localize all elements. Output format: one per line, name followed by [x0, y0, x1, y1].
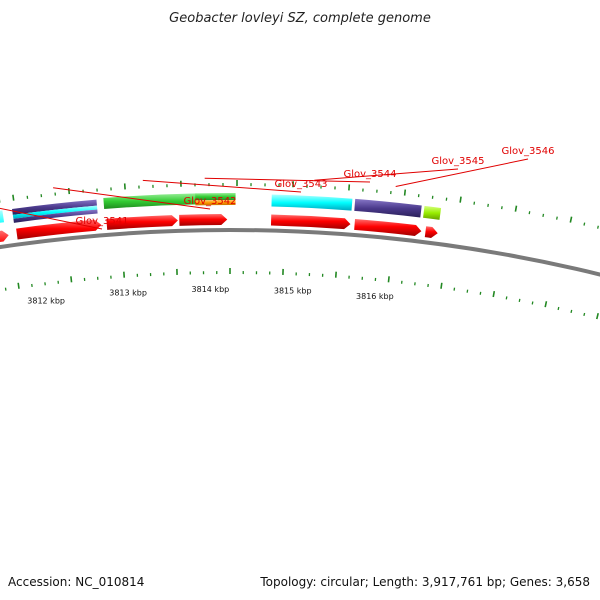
scale-tick: [70, 276, 73, 283]
scale-tick: [387, 276, 390, 283]
gene-label: Glov_3541: [75, 216, 128, 227]
kbp-scale-label: 3815 kbp: [274, 286, 312, 295]
scale-tick: [505, 296, 508, 300]
upper-tick: [597, 225, 599, 229]
scale-tick: [595, 313, 599, 320]
reverse-cds-band: [354, 198, 422, 218]
upper-tick: [67, 188, 71, 195]
upper-tick: [12, 194, 15, 201]
genome-backbone: [0, 228, 600, 277]
gene-labels: Glov_3541 Glov_3542 Glov_3543 Glov_3544 Glov…: [0, 146, 555, 230]
upper-tick: [556, 216, 558, 220]
gene-label: Glov_3542: [183, 196, 236, 207]
scale-tick: [583, 312, 586, 317]
gene-label: Glov_3546: [501, 146, 554, 157]
gene-label: Glov_3545: [431, 156, 484, 167]
gene-leader-line: [0, 207, 103, 230]
upper-tick: [514, 205, 518, 212]
reverse-cds-band: [195, 200, 236, 206]
upper-tick: [542, 213, 545, 217]
kbp-scale-label: 3812 kbp: [27, 296, 65, 305]
forward-cds-arrow: [270, 214, 351, 230]
upper-tick: [569, 216, 573, 223]
scale-tick: [544, 301, 548, 308]
upper-ticks: [0, 180, 599, 229]
scale-tick: [557, 306, 560, 311]
reverse-cds-band: [423, 205, 442, 220]
gene-label: Glov_3543: [274, 179, 327, 190]
upper-tick: [500, 206, 503, 210]
genome-summary-text: Topology: circular; Length: 3,917,761 bp…: [259, 575, 590, 589]
upper-tick: [583, 222, 586, 226]
forward-cds-arrow: [354, 218, 422, 236]
gene-leader-line: [142, 179, 302, 193]
upper-tick: [403, 189, 407, 196]
gene-label: Glov_3544: [343, 169, 396, 180]
reverse-cds-band: [12, 199, 97, 215]
gene-leader-line: [314, 168, 459, 181]
gene-leader-line: [53, 187, 211, 210]
kbp-scale-label: 3814 kbp: [192, 285, 230, 294]
scale-ticks: [4, 268, 599, 320]
scale-tick: [17, 282, 20, 289]
gene-leader-line: [204, 177, 371, 183]
kbp-scale-label: 3816 kbp: [356, 292, 394, 301]
scale-tick: [518, 298, 521, 302]
kbp-scale-label: 3813 kbp: [109, 288, 147, 297]
scale-tick: [492, 290, 496, 298]
forward-cds-arrow: [106, 215, 178, 230]
reverse-cds-band: [0, 210, 5, 223]
forward-cds-arrow: [179, 214, 228, 226]
reverse-cds-band: [271, 194, 353, 211]
forward-cds-arrow: [0, 230, 9, 243]
upper-tick: [528, 211, 531, 215]
map-title: Geobacter lovleyi SZ, complete genome: [169, 11, 431, 26]
gene-leader-line: [395, 158, 529, 188]
scale-tick: [531, 301, 534, 305]
upper-tick: [459, 196, 462, 203]
scale-tick: [570, 309, 573, 314]
forward-cds-arrow: [424, 226, 438, 238]
reverse-cds-band: [13, 209, 98, 223]
accession-text: Accession: NC_010814: [8, 575, 144, 589]
scale-tick: [440, 282, 443, 289]
reverse-cds-band: [195, 193, 236, 201]
